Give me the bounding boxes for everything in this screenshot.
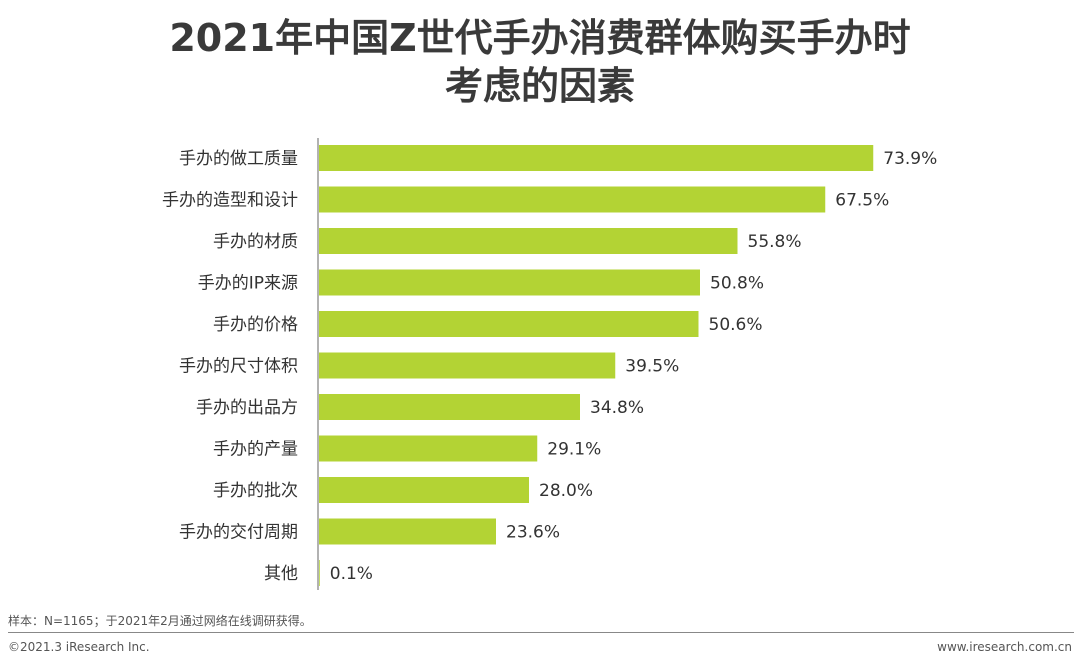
bar xyxy=(319,477,529,503)
value-label: 34.8% xyxy=(590,398,644,418)
value-label: 50.6% xyxy=(709,315,763,335)
chart-title-line1: 2021年中国Z世代手办消费群体购买手办时 xyxy=(169,16,911,60)
bar-chart: 手办的做工质量 73.9% 手办的造型和设计 67.5% 手办的材质 55.8% 手办的IP… xyxy=(162,138,937,590)
category-label: 手办的交付周期 xyxy=(179,523,298,543)
bar xyxy=(319,435,538,462)
category-label: 手办的材质 xyxy=(213,232,298,252)
bar xyxy=(319,269,700,296)
bar xyxy=(319,311,699,337)
value-label: 73.9% xyxy=(883,149,937,169)
bar xyxy=(319,518,496,545)
chart-title: 2021年中国Z世代手办消费群体购买手办时 考虑的因素 xyxy=(0,14,1080,110)
value-label: 50.8% xyxy=(710,274,764,294)
bar xyxy=(319,560,320,586)
category-label: 手办的批次 xyxy=(213,481,298,501)
category-label: 手办的造型和设计 xyxy=(162,191,298,211)
category-label: 手办的价格 xyxy=(213,315,298,335)
value-label: 39.5% xyxy=(625,357,679,377)
category-label: 其他 xyxy=(264,564,298,584)
value-label: 28.0% xyxy=(539,481,593,501)
copyright-text: ©2021.3 iResearch Inc. xyxy=(8,640,150,654)
category-label: 手办的做工质量 xyxy=(179,149,298,169)
bar xyxy=(319,352,616,379)
value-label: 55.8% xyxy=(748,232,802,252)
bar xyxy=(319,145,874,171)
value-label: 67.5% xyxy=(835,191,889,211)
value-label: 29.1% xyxy=(547,440,601,460)
sample-note: 样本：N=1165；于2021年2月通过网络在线调研获得。 xyxy=(8,614,312,628)
category-label: 手办的出品方 xyxy=(196,398,298,418)
category-label: 手办的IP来源 xyxy=(198,274,298,294)
value-label: 0.1% xyxy=(330,564,373,584)
category-label: 手办的产量 xyxy=(213,440,298,460)
bar xyxy=(319,394,580,420)
bar xyxy=(319,228,738,254)
chart-title-line2: 考虑的因素 xyxy=(444,64,635,108)
website-link[interactable]: www.iresearch.com.cn xyxy=(937,640,1072,654)
footer-divider xyxy=(8,632,1074,633)
bar xyxy=(319,186,826,213)
value-label: 23.6% xyxy=(506,523,560,543)
category-label: 手办的尺寸体积 xyxy=(179,357,298,377)
